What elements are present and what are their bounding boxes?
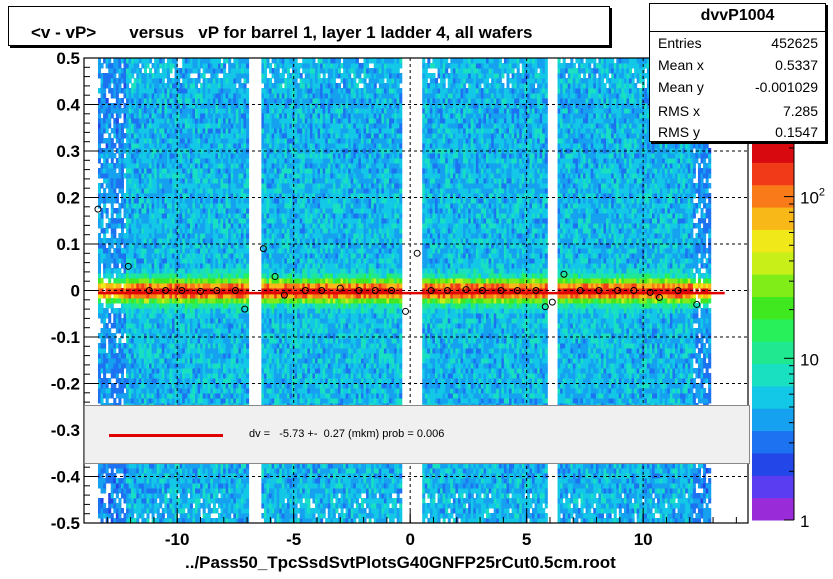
colorbar-segment [752,229,794,252]
stats-value: 0.1547 [775,124,818,140]
title-box: <v - vP> versus vP for barrel 1, layer 1… [8,6,610,46]
stats-row-rms-y: RMS y 0.1547 [658,124,818,144]
colorbar-segment [752,408,794,431]
chart-title: <v - vP> versus vP for barrel 1, layer 1… [31,23,532,43]
colorbar-segment [752,207,794,230]
stats-value: 452625 [771,35,818,51]
y-tick-label: 0.1 [56,235,80,254]
colorbar-segment [752,162,794,185]
colorbar-segment [752,274,794,297]
stats-row-mean-y: Mean y -0.001029 [658,79,818,99]
fit-legend-line [109,434,223,437]
x-tick-label: 10 [634,530,653,549]
colorbar-segment [752,296,794,319]
stats-separator [650,31,825,32]
stats-row-rms-x: RMS x 7.285 [658,103,818,123]
stats-value: 0.5337 [775,57,818,73]
colorbar-segment [752,364,794,387]
stats-label: Entries [658,35,702,51]
y-tick-label: 0.4 [56,96,80,115]
y-tick-label: 0.2 [56,189,80,208]
x-tick-label: -5 [286,530,301,549]
y-tick-label: -0.3 [51,421,80,440]
stats-box: dvvP1004 Entries 452625 Mean x 0.5337 Me… [649,3,826,142]
colorbar-segment [752,431,794,454]
y-tick-label: -0.2 [51,375,80,394]
stats-row-mean-x: Mean x 0.5337 [658,57,818,77]
colorbar-segment [752,386,794,409]
x-tick-label: -10 [165,530,190,549]
y-tick-label: 0.3 [56,142,80,161]
fit-legend-text: dv = -5.73 +- 0.27 (mkm) prob = 0.006 [249,428,444,440]
stats-label: Mean y [658,79,704,95]
stats-row-entries: Entries 452625 [658,35,818,55]
colorbar-tick-label: 102 [800,187,825,208]
stats-label: Mean x [658,57,704,73]
y-tick-label: -0.1 [51,328,80,347]
colorbar-segment [752,498,794,521]
y-tick-label: -0.4 [51,468,81,487]
colorbar-tick-label: 10 [800,350,819,369]
y-tick-label: 0.5 [56,49,80,68]
stats-label: RMS y [658,124,700,140]
x-tick-label: 5 [522,530,531,549]
colorbar-segment [752,319,794,342]
colorbar-tick-label: 1 [800,512,809,531]
color-scale-bar: 1 10 102 [752,140,825,531]
stats-label: RMS x [658,103,700,119]
stats-name: dvvP1004 [650,7,825,25]
stats-value: 7.285 [783,103,818,119]
colorbar-tick-exponent: 2 [819,187,825,199]
colorbar-segment [752,252,794,275]
footer-filename: ../Pass50_TpcSsdSvtPlotsG40GNFP25rCut0.5… [185,553,616,573]
colorbar-segment [752,453,794,476]
x-tick-label: 0 [405,530,414,549]
y-tick-label: -0.5 [51,514,80,533]
colorbar-segment [752,341,794,364]
stats-value: -0.001029 [755,79,818,95]
fit-legend-box: dv = -5.73 +- 0.27 (mkm) prob = 0.006 [84,405,750,464]
y-tick-label: 0 [71,282,80,301]
colorbar-segment [752,475,794,498]
